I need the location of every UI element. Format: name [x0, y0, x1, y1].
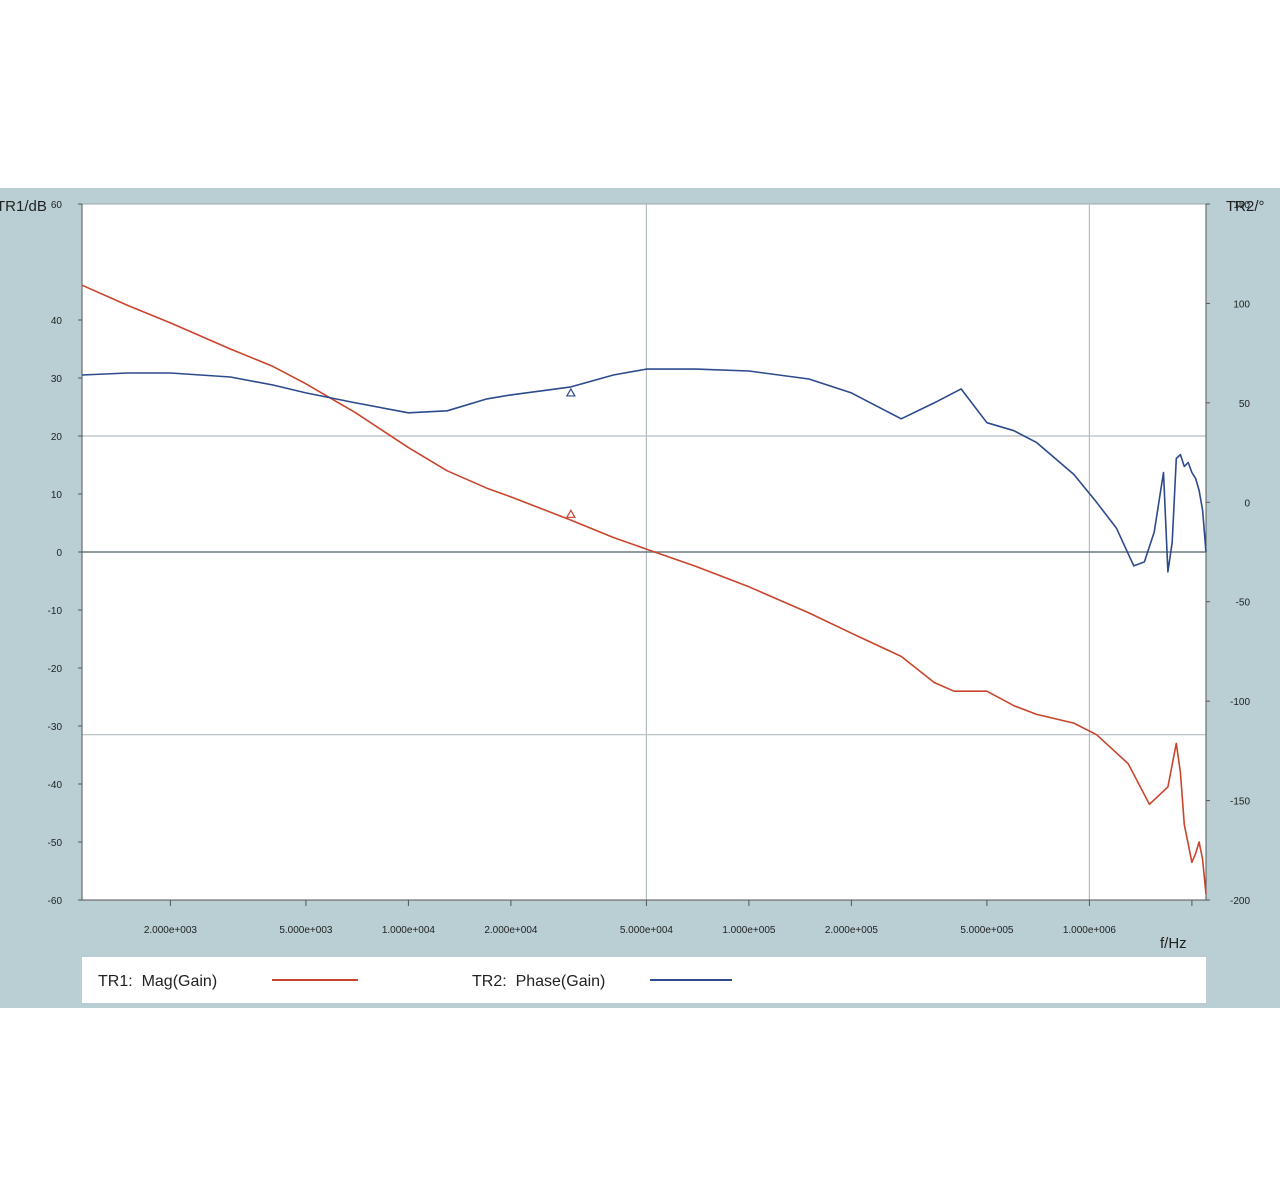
legend-label-tr2: TR2: Phase(Gain) — [472, 973, 605, 990]
right-tick-label: 150 — [1233, 200, 1250, 211]
left-tick-label: 30 — [51, 374, 63, 385]
x-tick-label: 5.000e+003 — [279, 925, 333, 936]
x-tick-label: 1.000e+004 — [382, 925, 436, 936]
left-tick-label: -30 — [48, 722, 63, 733]
series-line-1 — [81, 284, 1207, 895]
x-tick-label: 1.000e+005 — [722, 925, 776, 936]
right-tick-label: 100 — [1233, 299, 1250, 310]
right-tick-label: -150 — [1230, 797, 1250, 808]
left-tick-label: -60 — [48, 896, 63, 907]
legend-box — [82, 957, 1206, 1003]
left-tick-label: -10 — [48, 606, 63, 617]
left-tick-label: 10 — [51, 490, 63, 501]
legend-label-tr1: TR1: Mag(Gain) — [98, 973, 217, 990]
x-tick-label: 1.000e+006 — [1063, 925, 1117, 936]
right-tick-label: 0 — [1244, 498, 1250, 509]
right-tick-label: 50 — [1239, 399, 1251, 410]
series-marker-2 — [565, 387, 576, 397]
left-tick-label: 20 — [51, 432, 63, 443]
left-tick-label: -20 — [48, 664, 63, 675]
left-tick-label: 40 — [51, 316, 63, 327]
right-tick-label: -100 — [1230, 697, 1250, 708]
x-tick-label: 2.000e+005 — [825, 925, 879, 936]
right-tick-label: -200 — [1230, 896, 1250, 907]
left-tick-label: 0 — [56, 548, 62, 559]
right-tick-label: -50 — [1236, 598, 1251, 609]
x-tick-label: 5.000e+005 — [960, 925, 1014, 936]
left-tick-label: -50 — [48, 838, 63, 849]
left-tick-label: 60 — [51, 200, 63, 211]
x-tick-label: 5.000e+004 — [620, 925, 674, 936]
series-line-2 — [81, 368, 1207, 573]
left-tick-label: -40 — [48, 780, 63, 791]
x-tick-label: 2.000e+004 — [484, 925, 538, 936]
x-tick-label: 2.000e+003 — [144, 925, 198, 936]
left-axis-title: TR1/dB — [0, 198, 47, 215]
right-axis-title: TR2/° — [1226, 198, 1265, 215]
series-marker-1 — [565, 509, 576, 518]
x-axis-title: f/Hz — [1160, 935, 1187, 952]
